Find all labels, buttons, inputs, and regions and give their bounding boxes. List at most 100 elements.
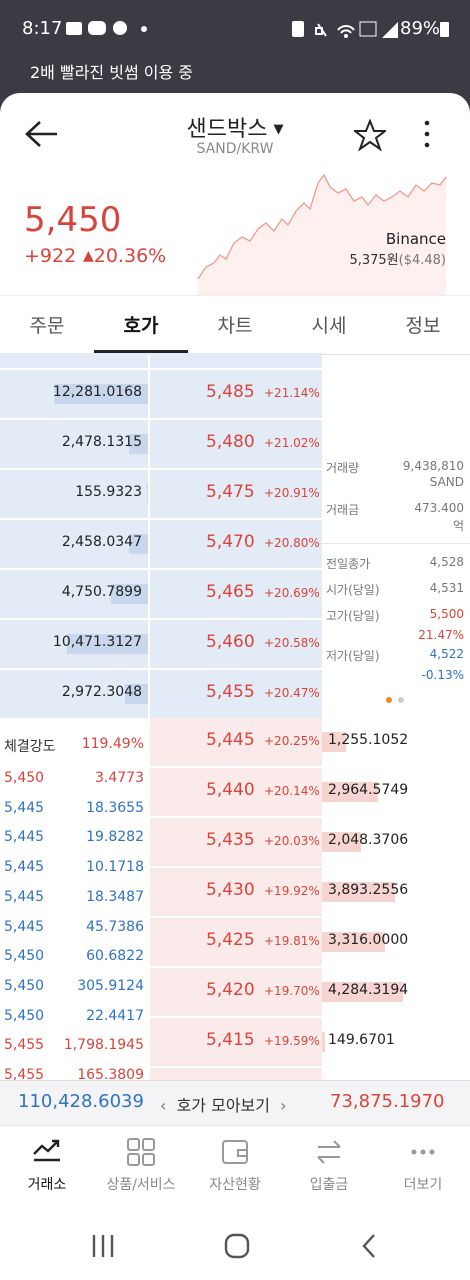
trade-qty: 165.3809 xyxy=(77,1067,144,1080)
nav-label: 상품/서비스 xyxy=(106,1177,176,1193)
bid-price: 5,445 xyxy=(206,730,255,750)
bid-volume-cell: 3,316.0000 xyxy=(322,918,470,966)
bid-price-cell[interactable]: 5,430 +19.92% xyxy=(150,868,322,916)
coin-selector[interactable]: 샌드박스 ▼ xyxy=(186,117,284,142)
info-label: 시가(당일) xyxy=(326,583,380,597)
strength-value: 119.49% xyxy=(81,736,144,752)
trade-price: 5,455 xyxy=(4,1037,45,1054)
ask-price-cell[interactable]: 5,460 +20.58% xyxy=(150,620,322,668)
bid-price: 5,430 xyxy=(206,880,255,900)
info-unit: SAND xyxy=(429,475,464,489)
ask-price-cell[interactable]: 5,485 +21.14% xyxy=(150,370,322,418)
page-dot xyxy=(398,697,404,703)
info-value: 4,528 xyxy=(429,555,464,569)
ask-volume-cell: 4,750.7899 xyxy=(0,570,148,618)
coin-pair: SAND/KRW xyxy=(196,141,274,157)
grouping-toggle[interactable]: ‹ 호가 모아보기 › xyxy=(160,1096,287,1115)
tab[interactable]: 시세 xyxy=(311,315,347,337)
bid-price: 5,440 xyxy=(206,780,255,800)
tab-indicator xyxy=(94,350,188,353)
trade-price: 5,445 xyxy=(4,918,45,935)
nav-item[interactable]: 거래소 xyxy=(0,1126,94,1206)
trade-qty: 10.1718 xyxy=(86,859,144,876)
ask-volume: 2,458.0347 xyxy=(61,534,142,550)
ask-pct: +20.91% xyxy=(264,486,320,500)
trade-price: 5,445 xyxy=(4,829,45,846)
ask-depth-bar xyxy=(53,384,148,404)
bid-volume-cell: 4,284.3194 xyxy=(322,968,470,1016)
nav-item[interactable]: 더보기 xyxy=(376,1126,470,1206)
nav-icon xyxy=(222,1140,248,1164)
bid-price-cell[interactable]: 5,425 +19.81% xyxy=(150,918,322,966)
info-label: 전일종가 xyxy=(326,557,371,571)
trade-qty: 3.4773 xyxy=(95,770,144,786)
trade-qty: 19.8282 xyxy=(86,829,144,846)
nav-item[interactable]: 자산현황 xyxy=(188,1126,282,1206)
nav-icon xyxy=(33,1139,60,1162)
ask-depth-bar xyxy=(128,434,148,454)
current-price: 5,450 xyxy=(24,200,122,240)
bid-price-cell[interactable]: 5,445 +20.25% xyxy=(150,718,322,766)
favorite-button[interactable] xyxy=(354,119,386,151)
info-label: 거래량 xyxy=(326,461,360,475)
ask-volume: 155.9323 xyxy=(75,484,142,500)
ask-price-cell[interactable]: 5,475 +20.91% xyxy=(150,470,322,518)
ask-bg-top xyxy=(0,353,148,368)
ask-price-cell[interactable]: 5,470 +20.80% xyxy=(150,520,322,568)
bid-depth-bar xyxy=(322,882,396,902)
orderbook: 12,281.0168 5,485 +21.14% 2,478.1315 5,480 +2… xyxy=(0,353,470,1080)
nav-icon xyxy=(411,1149,435,1155)
ask-volume: 2,478.1315 xyxy=(61,434,142,450)
ask-price-cell[interactable]: 5,480 +21.02% xyxy=(150,420,322,468)
tab-bar: 주문 호가 차트 시세 정보 xyxy=(0,295,470,355)
ask-depth-bar xyxy=(111,584,148,604)
trade-price: 5,450 xyxy=(4,977,45,994)
nav-label: 입출금 xyxy=(309,1177,349,1193)
bid-price-cell[interactable]: 5,435 +20.03% xyxy=(150,818,322,866)
tab[interactable]: 호가 xyxy=(123,315,159,337)
info-label: 거래금 xyxy=(326,503,360,517)
nav-item[interactable]: 입출금 xyxy=(282,1126,376,1206)
ask-price: 5,460 xyxy=(206,632,255,652)
tab[interactable]: 정보 xyxy=(405,315,441,337)
bid-volume-cell: 2,964.5749 xyxy=(322,768,470,816)
tab[interactable]: 차트 xyxy=(217,315,253,337)
info-label: 고가(당일) xyxy=(326,609,380,623)
nav-icon xyxy=(317,1140,341,1164)
trade-qty: 22.4417 xyxy=(86,1007,144,1024)
ask-price: 5,475 xyxy=(206,482,255,502)
nav-label: 더보기 xyxy=(403,1177,443,1193)
ask-volume: 10,471.3127 xyxy=(52,634,142,650)
bid-price: 5,420 xyxy=(206,980,255,1000)
bid-price-cell[interactable]: 5,440 +20.14% xyxy=(150,768,322,816)
tab[interactable]: 주문 xyxy=(29,315,65,337)
back-button[interactable] xyxy=(24,119,60,149)
ask-price-cell[interactable]: 5,465 +20.69% xyxy=(150,570,322,618)
exchange-name: Binance xyxy=(385,230,446,248)
ask-price: 5,485 xyxy=(206,382,255,402)
change-pct-text: 20.36% xyxy=(93,245,167,267)
nav-item[interactable]: 상품/서비스 xyxy=(94,1126,188,1206)
reference-price: 5,375원($4.48) xyxy=(349,249,446,268)
ask-volume: 2,972.3048 xyxy=(61,684,142,700)
info-pct: 21.47% xyxy=(418,628,464,642)
battery-icon xyxy=(440,22,449,37)
info-value: 5,500 xyxy=(429,607,464,621)
market-info: 거래량 9,438,810 SAND 거래금 473.400 억 전일종가 4,528 시가(당… xyxy=(322,353,470,718)
bid-depth-bar xyxy=(322,982,403,1002)
status-icons xyxy=(66,21,147,35)
ask-volume: 12,281.0168 xyxy=(52,384,142,400)
bid-price-cell[interactable]: 5,420 +19.70% xyxy=(150,968,322,1016)
bid-volume-cell: 2,048.3706 xyxy=(322,818,470,866)
toggle-text: 호가 모아보기 xyxy=(176,1096,270,1115)
bid-volume: 4,284.3194 xyxy=(328,982,409,998)
bid-pct: +19.81% xyxy=(264,934,320,948)
bid-volume-cell: 3,893.2556 xyxy=(322,868,470,916)
bid-price-cell[interactable]: 5,415 +19.59% xyxy=(150,1018,322,1066)
nav-label: 거래소 xyxy=(27,1177,67,1193)
ask-price-cell[interactable]: 5,455 +20.47% xyxy=(150,670,322,718)
coin-name: 샌드박스 xyxy=(186,117,268,142)
bid-volume: 1,255.1052 xyxy=(328,732,409,748)
menu-button[interactable] xyxy=(420,119,434,151)
system-nav-icons xyxy=(92,1233,375,1259)
